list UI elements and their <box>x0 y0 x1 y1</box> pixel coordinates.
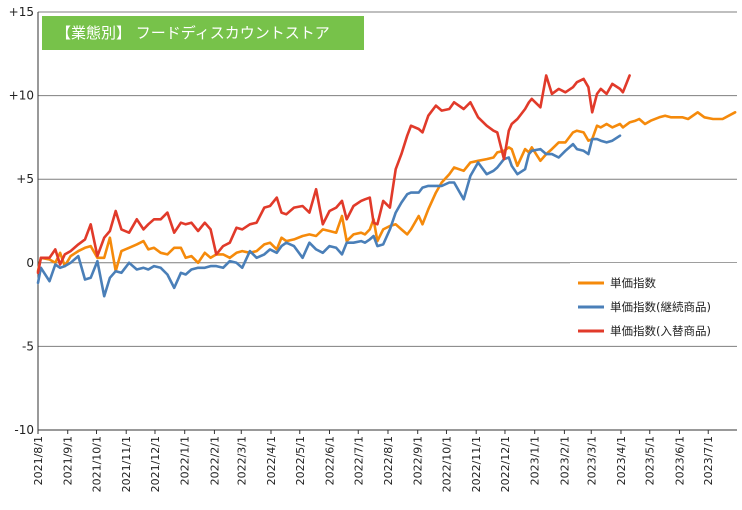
x-axis-ticks: 2021/8/1 2021/9/1 2021/10/1 2021/11/1 2021/1… <box>32 430 715 492</box>
x-tick-label: 2023/7/1 <box>702 436 715 485</box>
y-tick-label: +15 <box>9 5 34 19</box>
series-line <box>36 74 631 275</box>
x-tick-label: 2023/2/1 <box>558 436 571 485</box>
legend-label: 単価指数(入替商品) <box>610 324 711 338</box>
chart-title: 【業態別】 フードディスカウントストア <box>42 16 364 50</box>
y-tick-label: -10 <box>14 423 34 437</box>
x-tick-label: 2021/12/1 <box>149 436 162 492</box>
grid-lines <box>38 11 737 347</box>
x-tick-label: 2022/7/1 <box>352 436 365 485</box>
x-tick-label: 2022/3/1 <box>235 436 248 485</box>
x-tick-label: 2021/10/1 <box>90 436 103 492</box>
x-tick-label: 2022/10/1 <box>440 436 453 492</box>
x-tick-label: 2023/5/1 <box>644 436 657 485</box>
x-tick-label: 2021/9/1 <box>62 436 75 485</box>
x-tick-label: 2021/11/1 <box>120 436 133 492</box>
series-lines <box>36 74 737 298</box>
legend-label: 単価指数(継続商品) <box>610 300 711 314</box>
y-axis-ticks: +15 +10 +5 0 -5 -10 <box>9 5 34 437</box>
x-tick-label: 2022/2/1 <box>208 436 221 485</box>
x-tick-label: 2022/1/1 <box>179 436 192 485</box>
y-tick-label: +5 <box>16 172 34 186</box>
x-tick-label: 2022/6/1 <box>323 436 336 485</box>
legend-label: 単価指数 <box>610 276 656 290</box>
x-tick-label: 2023/6/1 <box>673 436 686 485</box>
x-tick-label: 2023/3/1 <box>585 436 598 485</box>
x-tick-label: 2021/8/1 <box>32 436 45 485</box>
x-tick-label: 2022/9/1 <box>412 436 425 485</box>
x-tick-label: 2022/12/1 <box>499 436 512 492</box>
series-line <box>36 111 737 273</box>
series-line <box>36 134 622 298</box>
x-tick-label: 2023/1/1 <box>529 436 542 485</box>
axes <box>37 12 737 431</box>
x-tick-label: 2022/4/1 <box>265 436 278 485</box>
x-tick-label: 2022/8/1 <box>382 436 395 485</box>
y-tick-label: 0 <box>26 256 34 270</box>
x-tick-label: 2023/4/1 <box>615 436 628 485</box>
y-tick-label: +10 <box>9 89 34 103</box>
x-tick-label: 2022/11/1 <box>470 436 483 492</box>
y-tick-label: -5 <box>22 339 34 353</box>
x-tick-label: 2022/5/1 <box>294 436 307 485</box>
